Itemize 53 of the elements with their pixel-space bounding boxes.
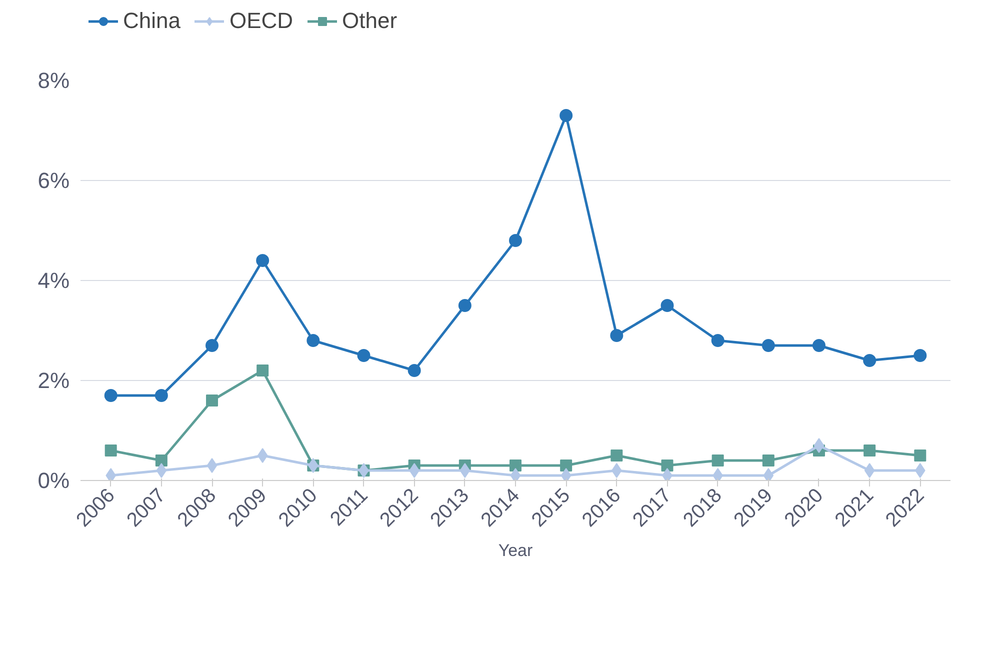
point xyxy=(154,389,168,402)
point xyxy=(460,463,470,478)
point xyxy=(106,468,116,480)
point xyxy=(510,460,522,472)
point xyxy=(156,463,167,478)
point xyxy=(762,339,775,352)
point xyxy=(712,454,724,466)
point xyxy=(711,334,724,347)
y-tick-label: 6% xyxy=(38,168,70,193)
point xyxy=(610,329,624,342)
point xyxy=(762,454,774,466)
point xyxy=(560,468,572,480)
point xyxy=(560,109,573,122)
point xyxy=(509,234,522,247)
point xyxy=(257,448,268,463)
point xyxy=(510,468,521,480)
point xyxy=(206,339,219,352)
legend-label: OECD xyxy=(229,8,294,34)
point xyxy=(814,438,824,453)
point xyxy=(206,458,218,473)
point xyxy=(611,463,622,478)
point xyxy=(662,468,672,480)
point xyxy=(408,364,421,377)
x-axis-title: Year xyxy=(498,540,534,560)
point xyxy=(155,454,168,466)
point xyxy=(660,299,674,312)
point xyxy=(864,463,875,478)
y-tick-label: 0% xyxy=(38,468,70,493)
y-tick-label: 4% xyxy=(38,268,70,293)
point xyxy=(863,354,876,367)
point xyxy=(610,450,623,462)
point xyxy=(864,444,876,456)
point xyxy=(206,394,218,406)
point xyxy=(914,349,927,362)
point xyxy=(256,364,269,376)
point xyxy=(458,299,472,312)
point xyxy=(104,444,117,456)
legend-label: Other xyxy=(342,8,398,34)
point xyxy=(914,450,926,462)
point xyxy=(409,463,420,478)
y-tick-label: 8% xyxy=(38,68,70,93)
y-tick-label: 2% xyxy=(38,368,70,393)
legend-label: China xyxy=(123,8,180,34)
point xyxy=(812,339,826,352)
point xyxy=(560,460,572,472)
point xyxy=(661,460,674,472)
point xyxy=(104,389,118,402)
point xyxy=(712,468,723,480)
point xyxy=(357,349,370,362)
point xyxy=(256,254,270,267)
point xyxy=(914,463,926,478)
point xyxy=(763,468,774,480)
point xyxy=(306,334,320,347)
